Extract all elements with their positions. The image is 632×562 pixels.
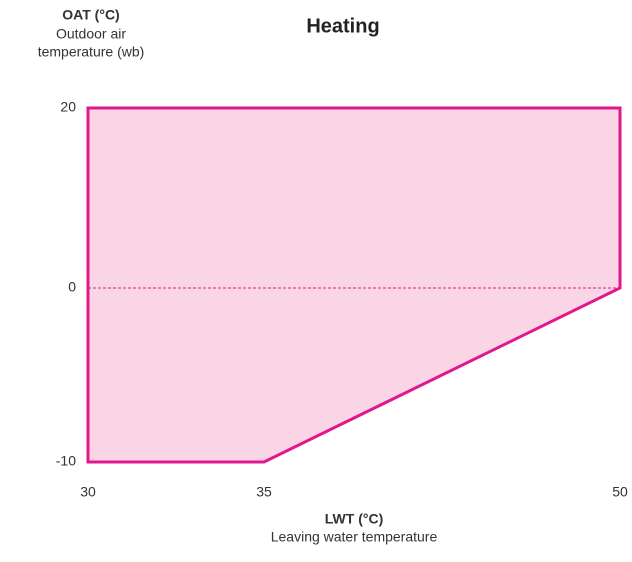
x-tick-label: 50 (612, 484, 628, 500)
x-axis-title: LWT (°C) (325, 511, 383, 527)
y-axis-subtitle: temperature (wb) (38, 44, 145, 60)
y-axis-title: OAT (°C) (62, 7, 119, 23)
x-tick-label: 30 (80, 484, 96, 500)
x-axis-subtitle: Leaving water temperature (271, 529, 438, 545)
y-axis-subtitle: Outdoor air (56, 26, 126, 42)
envelope-area (86, 106, 622, 464)
x-tick-label: 35 (256, 484, 272, 500)
chart-title: Heating (306, 15, 379, 37)
y-tick-label: -10 (56, 453, 76, 469)
y-tick-label: 0 (68, 279, 76, 295)
y-tick-label: 20 (60, 99, 76, 115)
